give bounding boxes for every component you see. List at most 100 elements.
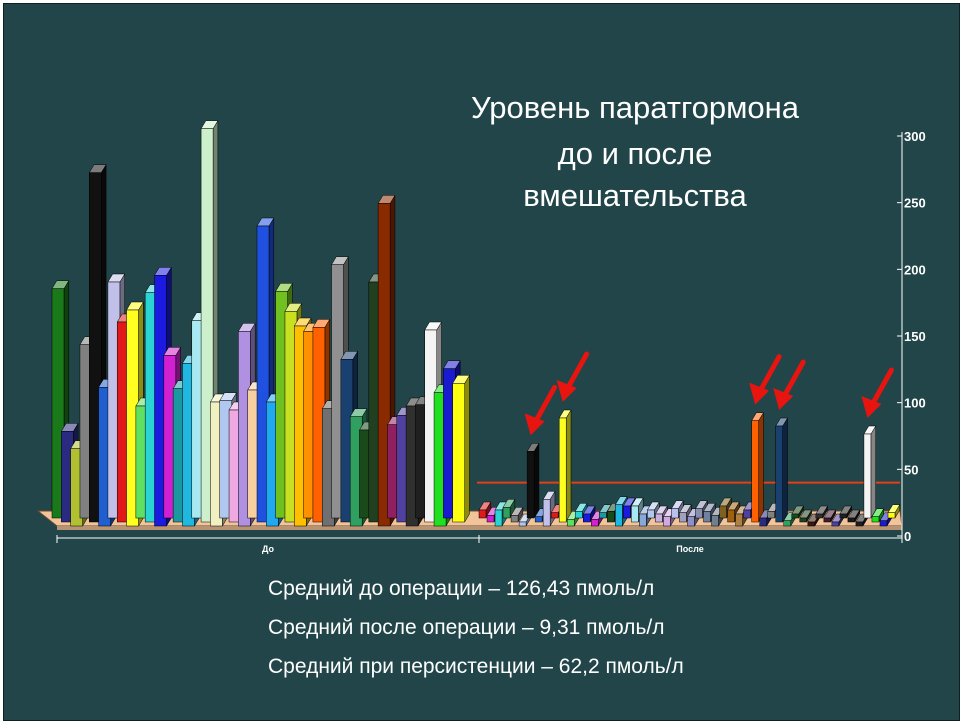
bar-front [815,513,824,519]
bar-front [502,507,511,519]
bar-side [565,409,572,523]
bar-front [751,420,759,523]
mean-before-text: Средний до операции – 126,43 пмоль/л [268,577,655,600]
bar [510,506,524,523]
bar-front [679,512,687,523]
bar-front [847,517,856,523]
bar-front [671,508,679,519]
y-tick-label: 150 [904,329,926,344]
y-tick-label: 200 [904,262,926,277]
bar-front [743,509,751,519]
bar-front [887,512,896,519]
bar-front [799,517,808,523]
arrow-head [861,396,882,418]
bar-side [464,374,470,523]
axes: 0 50 100 150 200 250 300 До После [56,129,926,554]
x-category-label: После [676,544,703,554]
bar-front [518,521,527,527]
bar-front [615,504,623,527]
arrow-head [556,380,577,402]
bar [751,411,764,523]
bar-front [647,509,655,519]
arrow-shaft [564,351,590,393]
bar [526,442,540,519]
highlight-arrows [524,351,894,436]
bar-front [452,383,465,523]
bar-front [791,513,799,519]
bar [542,490,556,527]
bar-front [256,225,270,523]
bar-front [89,172,102,523]
bar-front [200,128,214,523]
bar-front [807,521,816,527]
bar-front [759,517,767,527]
bar-front [783,520,791,527]
bar-front [711,515,719,527]
bar [799,509,813,523]
bar-front [727,509,735,523]
bar-side [758,411,764,523]
bar-front [591,519,599,527]
bar [200,119,219,523]
bar-front [510,515,519,523]
bar-side [782,417,788,523]
bar [863,425,877,519]
bar-front [566,519,575,527]
arrow-head [524,413,545,436]
chart-title-line-2: до и после [557,136,713,171]
bar-front [377,203,391,527]
mean-after-text: Средний после операции – 9,31 пмоль/л [268,616,665,639]
bar-front [663,516,671,527]
bar-front [574,511,583,519]
arrow-shaft [780,359,806,401]
bar-front [558,417,567,523]
arrow-head [773,388,794,410]
x-category-label: До [262,544,275,554]
bar [502,498,516,519]
bar-front [599,512,607,519]
bar [847,509,861,523]
bar-front [550,512,559,519]
arrow-head [749,382,770,405]
bars [51,119,901,527]
bar-side [533,442,540,519]
bar-front [839,513,848,519]
bar-front [719,505,727,519]
bar-front [703,511,711,523]
floor-front [57,526,902,530]
bar-front [695,508,703,519]
bar [775,417,788,523]
bar-front [486,515,495,523]
bar [839,505,853,519]
bar [452,374,470,523]
y-tick-label: 100 [904,396,926,411]
bar-front [639,513,647,527]
bar [791,505,804,519]
chart-title-line-3: вмешательства [523,178,747,213]
bar [558,409,572,523]
bar-front [623,505,631,519]
mean-persistence-text: Средний при персистенции – 62,2 пмоль/л [268,655,684,678]
y-tick-label: 50 [904,462,918,477]
bar-side [870,425,876,519]
bar [823,509,837,523]
bar-front [687,516,695,527]
bar-front [583,513,591,523]
bar-front [855,521,864,527]
chart-title-line-1: Уровень паратгормона [470,90,800,125]
bar-front [51,288,65,519]
bar-front [831,521,840,527]
bar [582,505,596,523]
bar-front [607,511,615,523]
bar-front [494,509,503,527]
arrow-shaft [532,384,558,426]
bar-front [526,451,535,519]
bar-front [863,433,872,519]
bar-front [631,505,639,523]
bar-front [823,517,832,523]
bar-front [534,516,543,523]
arrow-shaft [868,367,894,409]
y-tick-label: 250 [904,196,926,211]
bar [887,503,901,519]
